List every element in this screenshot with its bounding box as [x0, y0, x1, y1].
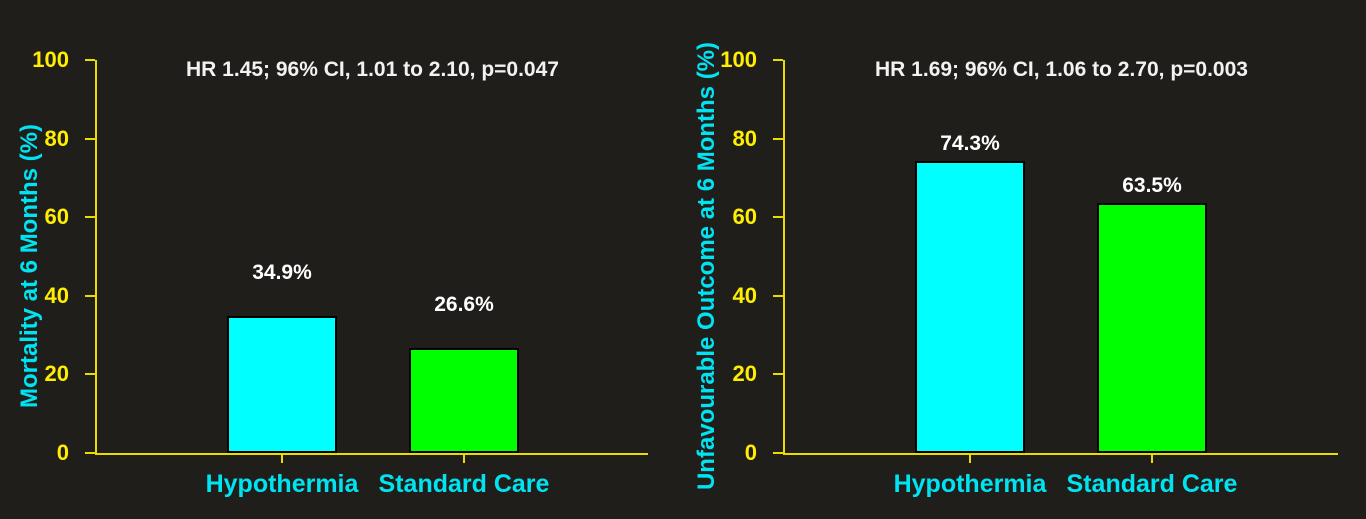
x-tick-mark [463, 455, 465, 463]
y-tick-mark [773, 59, 783, 61]
y-tick-mark [85, 373, 95, 376]
y-axis-title: Unfavourable Outcome at 6 Months (%) [693, 41, 720, 491]
y-tick-mark [85, 59, 95, 61]
category-label-hypothermia: Hypothermia [205, 470, 359, 498]
bar-hypothermia [915, 161, 1025, 453]
bar-hypothermia [227, 315, 337, 453]
bar-value-label: 63.5% [1122, 174, 1182, 198]
x-axis-line [95, 453, 648, 455]
y-tick-label: 80 [44, 125, 69, 151]
x-axis-line [783, 453, 1338, 455]
x-tick-mark [281, 455, 283, 463]
y-tick-label: 0 [56, 440, 69, 465]
hr-annotation: HR 1.69; 96% CI, 1.06 to 2.70, p=0.003 [875, 58, 1248, 81]
y-tick-mark [85, 452, 95, 454]
y-tick-mark [85, 294, 95, 297]
y-tick-mark [85, 137, 95, 140]
x-tick-mark [1151, 455, 1153, 463]
y-tick-label: 40 [732, 282, 757, 308]
bar-standard-care [1097, 203, 1207, 453]
category-label-hypothermia: Hypothermia [893, 470, 1047, 498]
y-tick-mark [773, 452, 783, 454]
bar-standard-care [409, 348, 519, 453]
y-tick-mark [773, 294, 783, 297]
y-tick-label: 80 [732, 125, 757, 151]
bar-value-label: 34.9% [252, 260, 312, 284]
y-tick-label: 40 [44, 282, 69, 308]
y-tick-label: 100 [720, 47, 757, 72]
y-tick-mark [773, 216, 783, 219]
bar-value-label: 74.3% [940, 132, 1000, 155]
y-axis-line [783, 60, 785, 455]
y-tick-label: 20 [732, 361, 757, 387]
y-tick-label: 100 [32, 47, 69, 72]
x-tick-mark [969, 455, 971, 463]
bar-value-label: 26.6% [434, 293, 494, 317]
hr-annotation: HR 1.45; 96% CI, 1.01 to 2.10, p=0.047 [186, 58, 559, 81]
y-tick-label: 20 [44, 361, 69, 387]
y-axis-line [95, 60, 97, 455]
y-tick-mark [773, 373, 783, 376]
y-tick-label: 0 [744, 440, 757, 465]
y-tick-label: 60 [44, 204, 69, 230]
category-label-standard-care: Standard Care [378, 470, 550, 498]
y-tick-mark [773, 137, 783, 140]
category-label-standard-care: Standard Care [1066, 470, 1238, 498]
y-tick-mark [85, 216, 95, 219]
y-tick-label: 60 [732, 204, 757, 230]
